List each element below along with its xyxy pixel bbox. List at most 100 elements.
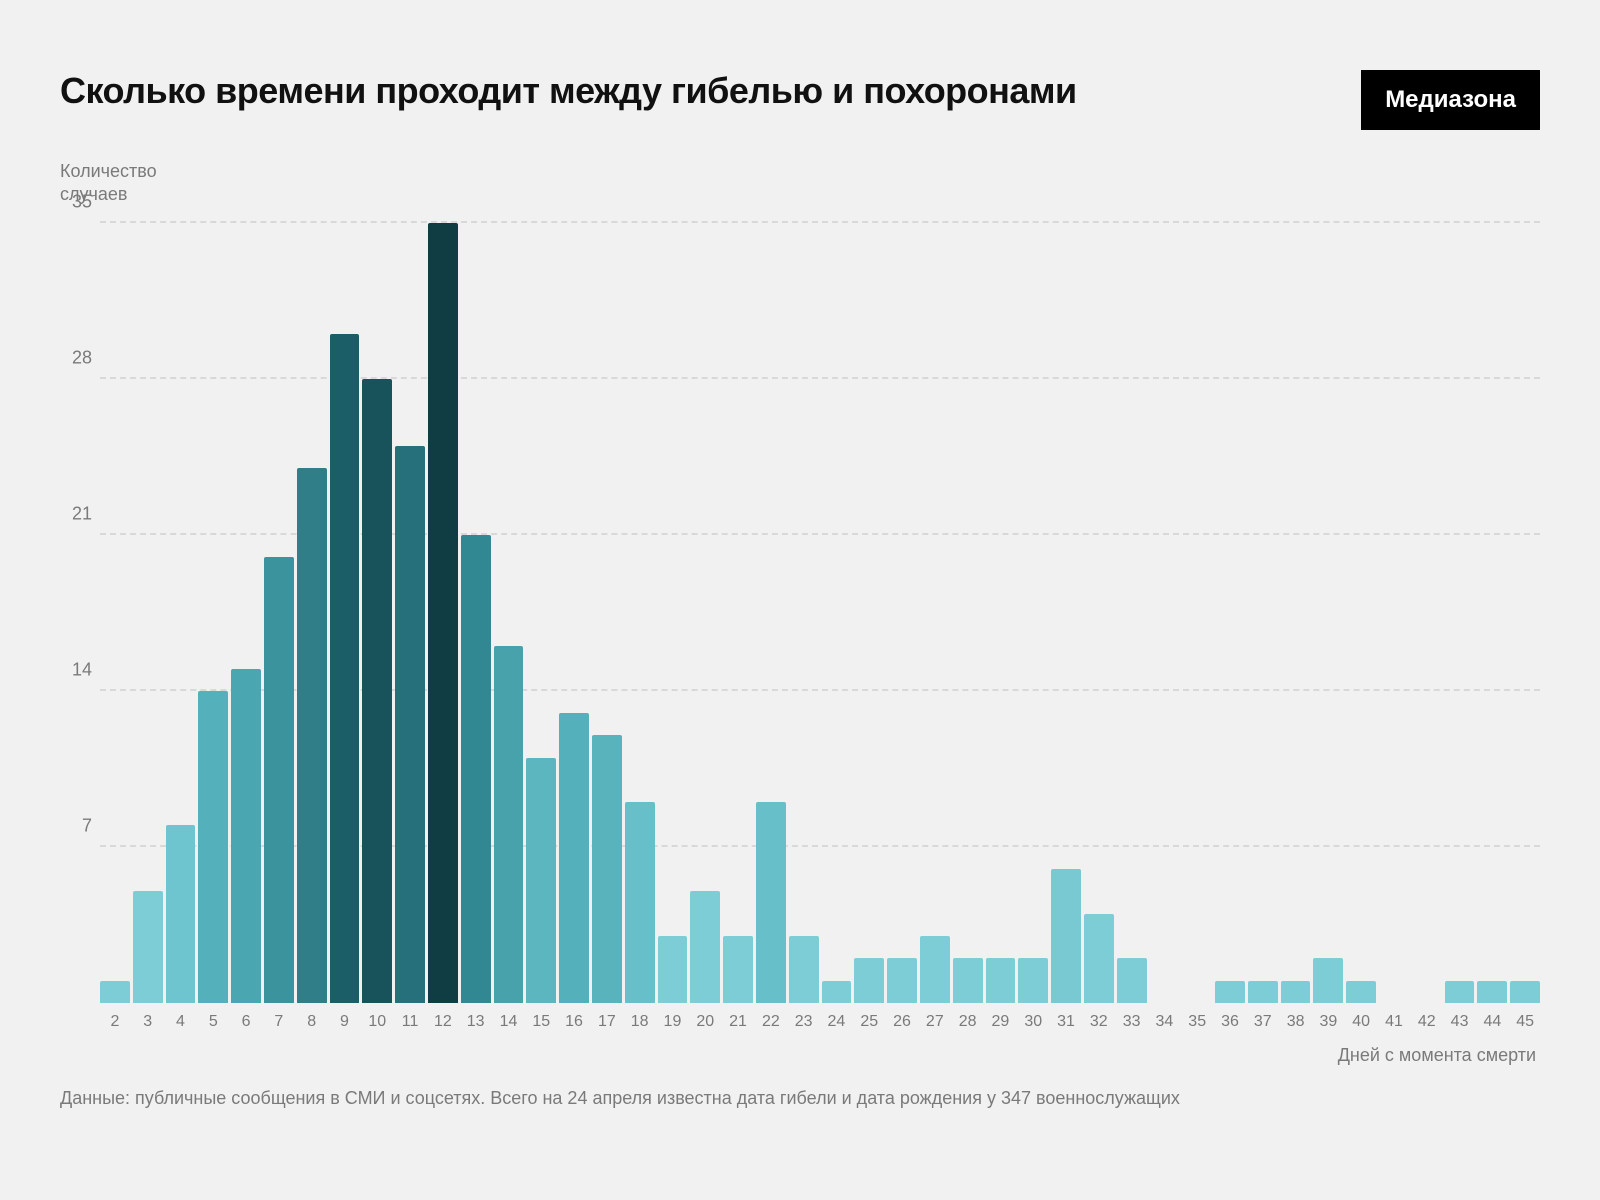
x-tick-label: 27 bbox=[920, 1013, 950, 1031]
bar-slot bbox=[428, 223, 458, 1003]
bar bbox=[559, 713, 589, 1003]
bar bbox=[264, 557, 294, 1003]
x-tick-label: 37 bbox=[1248, 1013, 1278, 1031]
x-tick-label: 15 bbox=[526, 1013, 556, 1031]
bar-slot bbox=[1313, 223, 1343, 1003]
x-tick-label: 40 bbox=[1346, 1013, 1376, 1031]
bar bbox=[395, 446, 425, 1003]
bar bbox=[166, 825, 196, 1003]
bar bbox=[756, 802, 786, 1003]
x-tick-label: 44 bbox=[1477, 1013, 1507, 1031]
bar-slot bbox=[1248, 223, 1278, 1003]
bar-slot bbox=[789, 223, 819, 1003]
x-tick-label: 9 bbox=[330, 1013, 360, 1031]
bar bbox=[526, 758, 556, 1003]
x-tick-label: 39 bbox=[1313, 1013, 1343, 1031]
x-tick-label: 2 bbox=[100, 1013, 130, 1031]
bar bbox=[362, 379, 392, 1003]
x-tick-label: 16 bbox=[559, 1013, 589, 1031]
x-tick-label: 12 bbox=[428, 1013, 458, 1031]
bar-slot bbox=[822, 223, 852, 1003]
x-tick-label: 11 bbox=[395, 1013, 425, 1031]
bar-slot bbox=[1182, 223, 1212, 1003]
bar bbox=[1346, 981, 1376, 1003]
bar-slot bbox=[625, 223, 655, 1003]
bar bbox=[297, 468, 327, 1003]
bar-slot bbox=[1412, 223, 1442, 1003]
chart-container: Сколько времени проходит между гибелью и… bbox=[0, 0, 1600, 1200]
bar-slot bbox=[986, 223, 1016, 1003]
y-tick-label: 14 bbox=[72, 659, 92, 680]
x-tick-label: 28 bbox=[953, 1013, 983, 1031]
bar-slot bbox=[1051, 223, 1081, 1003]
y-tick-label: 21 bbox=[72, 503, 92, 524]
x-tick-label: 30 bbox=[1018, 1013, 1048, 1031]
y-tick-label: 35 bbox=[72, 191, 92, 212]
bar-slot bbox=[1215, 223, 1245, 1003]
x-tick-label: 7 bbox=[264, 1013, 294, 1031]
x-axis: 2345678910111213141516171819202122232425… bbox=[100, 1013, 1540, 1031]
bar-slot bbox=[330, 223, 360, 1003]
x-tick-label: 17 bbox=[592, 1013, 622, 1031]
x-tick-label: 3 bbox=[133, 1013, 163, 1031]
chart-title: Сколько времени проходит между гибелью и… bbox=[60, 70, 1077, 112]
bar bbox=[887, 958, 917, 1003]
x-tick-label: 33 bbox=[1117, 1013, 1147, 1031]
x-tick-label: 4 bbox=[166, 1013, 196, 1031]
bar bbox=[100, 981, 130, 1003]
bar bbox=[658, 936, 688, 1003]
x-tick-label: 42 bbox=[1412, 1013, 1442, 1031]
x-tick-label: 45 bbox=[1510, 1013, 1540, 1031]
x-tick-label: 29 bbox=[986, 1013, 1016, 1031]
x-tick-label: 41 bbox=[1379, 1013, 1409, 1031]
bar-slot bbox=[953, 223, 983, 1003]
bar bbox=[1281, 981, 1311, 1003]
bar-slot bbox=[1445, 223, 1475, 1003]
x-axis-label: Дней с момента смерти bbox=[60, 1045, 1536, 1066]
bar bbox=[1051, 869, 1081, 1003]
y-tick-label: 7 bbox=[82, 815, 92, 836]
x-tick-label: 24 bbox=[822, 1013, 852, 1031]
x-tick-label: 35 bbox=[1182, 1013, 1212, 1031]
bar bbox=[428, 223, 458, 1003]
bar-slot bbox=[395, 223, 425, 1003]
bar-slot bbox=[100, 223, 130, 1003]
bar bbox=[822, 981, 852, 1003]
bar-slot bbox=[133, 223, 163, 1003]
y-axis: 714212835 bbox=[60, 223, 100, 1003]
bar bbox=[231, 669, 261, 1003]
bar bbox=[625, 802, 655, 1003]
x-tick-label: 20 bbox=[690, 1013, 720, 1031]
bar-slot bbox=[756, 223, 786, 1003]
x-tick-label: 19 bbox=[658, 1013, 688, 1031]
x-tick-label: 18 bbox=[625, 1013, 655, 1031]
bar-slot bbox=[166, 223, 196, 1003]
bar bbox=[1248, 981, 1278, 1003]
bar bbox=[1117, 958, 1147, 1003]
x-tick-label: 32 bbox=[1084, 1013, 1114, 1031]
bar-slot bbox=[690, 223, 720, 1003]
x-tick-label: 25 bbox=[854, 1013, 884, 1031]
bar bbox=[1445, 981, 1475, 1003]
bar bbox=[330, 334, 360, 1003]
bar-slot bbox=[1346, 223, 1376, 1003]
bar-slot bbox=[1379, 223, 1409, 1003]
x-tick-label: 43 bbox=[1445, 1013, 1475, 1031]
bar-slot bbox=[1018, 223, 1048, 1003]
bar bbox=[461, 535, 491, 1003]
bar-slot bbox=[297, 223, 327, 1003]
bar-slot bbox=[231, 223, 261, 1003]
header: Сколько времени проходит между гибелью и… bbox=[60, 70, 1540, 130]
bar-slot bbox=[1117, 223, 1147, 1003]
bar-slot bbox=[1477, 223, 1507, 1003]
bar-slot bbox=[592, 223, 622, 1003]
bar bbox=[1018, 958, 1048, 1003]
bar bbox=[920, 936, 950, 1003]
bar-slot bbox=[920, 223, 950, 1003]
source-footnote: Данные: публичные сообщения в СМИ и соцс… bbox=[60, 1088, 1540, 1109]
x-tick-label: 23 bbox=[789, 1013, 819, 1031]
bar bbox=[494, 646, 524, 1003]
bar bbox=[1313, 958, 1343, 1003]
bar bbox=[133, 891, 163, 1002]
bar-slot bbox=[887, 223, 917, 1003]
